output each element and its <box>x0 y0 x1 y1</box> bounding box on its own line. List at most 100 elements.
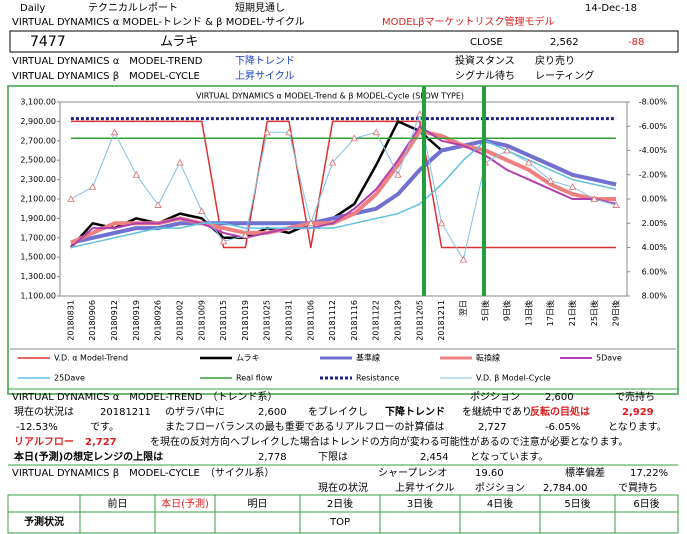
x-tick-label: 20180926 <box>154 300 163 341</box>
trend-text: のザラバ中に <box>165 405 225 418</box>
cycle-state-label: 現在の状況 <box>318 481 368 494</box>
point-marker <box>459 255 468 263</box>
plot: 1,100.00 1,300.00 1,500.00 1,700.00 1,900.00… <box>18 98 667 383</box>
point-marker <box>350 134 359 142</box>
x-tick-label: 20181211 <box>437 300 446 341</box>
point-marker <box>437 219 446 227</box>
legend-label: Real flow <box>236 374 273 383</box>
y2-tick-label: -6.00% <box>639 122 668 131</box>
y-tick-label: 1,100.00 <box>20 292 56 301</box>
table-header: 前日 <box>108 497 128 510</box>
x-tick-label: 20181116 <box>350 300 359 341</box>
x-tick-label: 20181019 <box>241 300 250 341</box>
trend-text: 2,727 <box>478 422 507 433</box>
frequency: Daily <box>20 3 45 14</box>
point-marker <box>328 158 337 166</box>
x-tick-label: 20181106 <box>306 300 315 341</box>
series-line <box>70 140 617 249</box>
y-tick-label: 3,100.00 <box>20 98 56 107</box>
y-tick-label: 1,500.00 <box>20 253 56 262</box>
legend-label: 5Dave <box>596 354 622 363</box>
point-marker <box>394 170 402 178</box>
x-tick-label: 20181015 <box>219 300 228 341</box>
status-model: VIRTUAL DYNAMICS α MODEL-TREND <box>12 56 203 67</box>
point-marker <box>241 231 250 239</box>
y-tick-label: 2,500.00 <box>20 156 56 165</box>
y2-tick-label: -2.00% <box>639 170 668 179</box>
trend-text: 本日(予測)の想定レンジの上限は <box>14 450 163 463</box>
chart-frame <box>7 85 679 395</box>
x-tick-label: 13日後 <box>523 300 533 326</box>
x-tick-label: 20181205 <box>415 300 424 341</box>
y2-tick-label: -8.00% <box>639 98 668 107</box>
point-marker <box>89 183 97 190</box>
cycle-position: 2,784.00 <box>543 483 588 494</box>
stdev: 17.22% <box>630 468 668 479</box>
trend-text: 反転の目処は <box>530 405 590 418</box>
point-marker <box>372 128 380 136</box>
cycle-state: 上昇サイクル <box>395 482 455 494</box>
y-tick-label: 2,700.00 <box>20 136 56 145</box>
y-tick-label: 1,300.00 <box>20 272 56 281</box>
trend-text: となります。 <box>608 421 667 433</box>
trend-text: 2,727 <box>85 437 117 448</box>
point-marker <box>154 201 162 208</box>
x-tick-label: 20181009 <box>197 300 206 341</box>
risk-model: MODELβマーケットリスク管理モデル <box>382 15 554 28</box>
table-header: 5日後 <box>564 497 590 510</box>
outlook: 短期見通し <box>235 1 285 14</box>
x-tick-label: 5日後 <box>480 300 490 321</box>
point-marker <box>198 207 206 215</box>
trend-text: またフローバランスの最も重要であるリアルフローの計算値は <box>165 420 445 433</box>
point-marker <box>307 219 315 227</box>
trend-text: を継続中であり <box>462 405 532 418</box>
legend-label: 25Dave <box>54 374 85 383</box>
table-header: 本日(予測) <box>161 497 209 510</box>
legend-label: Resistance <box>356 374 399 383</box>
cycle-heading: VIRTUAL DYNAMICS β MODEL-CYCLE （サイクル系） <box>12 467 274 479</box>
x-tick-label: 20181129 <box>394 300 403 341</box>
series-line <box>70 113 617 261</box>
cycle-position-label: ポジション <box>475 482 525 494</box>
legend-label: 転換線 <box>476 353 500 363</box>
y-tick-label: 1,700.00 <box>20 233 56 242</box>
legend-label: ムラキ <box>236 354 260 363</box>
trend-text: 2,929 <box>622 407 654 418</box>
y2-tick-label: 8.00% <box>642 292 668 301</box>
x-tick-label: 20181112 <box>328 300 337 341</box>
trend-heading: VIRTUAL DYNAMICS α MODEL-TREND （トレンド系） <box>12 391 277 403</box>
trend-text: 現在の状況は 20181211 のザラバ中に 2,600 をブレイクし 下降トレンド を継続… <box>14 405 667 463</box>
stock-name: ムラキ <box>160 35 198 50</box>
stdev-label: 標準偏差 <box>565 466 605 479</box>
x-tick-label: 20181002 <box>175 300 184 341</box>
point-marker <box>590 195 598 202</box>
trend-text: をブレイクし <box>308 405 368 418</box>
status-value: 戻り売り <box>535 54 575 67</box>
trend-text: 現在の状況は <box>14 405 74 418</box>
status-model: VIRTUAL DYNAMICS β MODEL-CYCLE <box>12 71 200 82</box>
y-tick-label: 1,900.00 <box>20 214 56 223</box>
table-header: 3日後 <box>407 497 433 510</box>
status-value: レーティング <box>535 69 594 82</box>
stock-code: 7477 <box>30 34 66 50</box>
x-tick-label: 20180906 <box>88 300 97 341</box>
table-border <box>7 494 679 534</box>
table-header: 4日後 <box>487 497 513 510</box>
report-type: テクニカルレポート <box>88 2 178 14</box>
cycle-position-side: で買持ち <box>618 481 658 494</box>
date: 14-Dec-18 <box>585 3 637 14</box>
stock-box <box>9 30 679 53</box>
point-marker <box>612 201 620 208</box>
x-tick-label: 21日後 <box>567 300 577 326</box>
series-line <box>70 125 617 249</box>
status-state: 上昇サイクル <box>235 70 295 82</box>
point-marker <box>285 128 293 136</box>
y-tick-label: 2,100.00 <box>20 195 56 204</box>
trend-text: 2,778 <box>258 452 287 463</box>
y2-tick-label: 0.00% <box>642 195 668 204</box>
y2-tick-label: 2.00% <box>642 219 668 228</box>
x-tick-label: 17日後 <box>545 300 555 326</box>
point-marker <box>110 128 119 136</box>
